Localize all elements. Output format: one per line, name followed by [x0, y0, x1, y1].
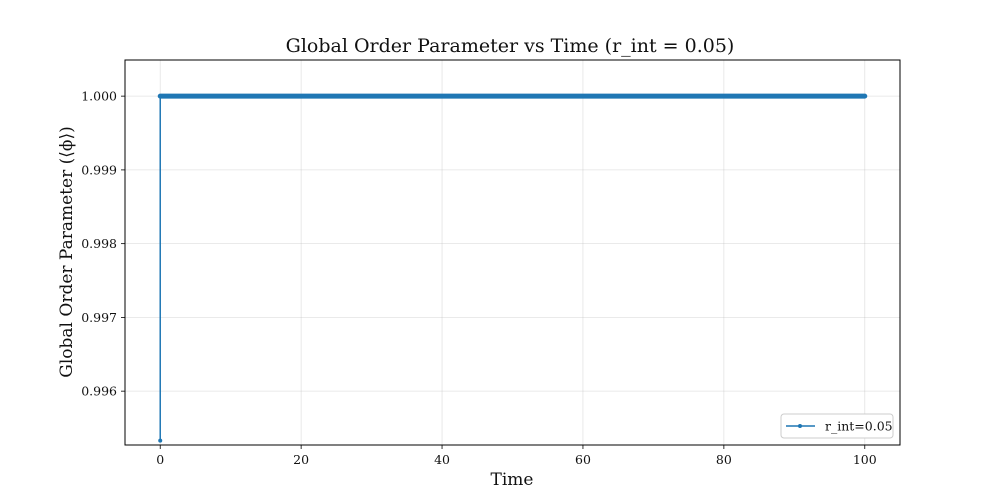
legend-marker [798, 424, 802, 428]
chart-title: Global Order Parameter vs Time (r_int = … [286, 35, 735, 57]
plot-area [124, 59, 901, 446]
x-axis-label: Time [491, 470, 534, 490]
series-line [159, 95, 865, 441]
grid [125, 60, 900, 445]
y-tick-label: 0.999 [81, 162, 117, 177]
legend-box [780, 413, 894, 439]
x-tick-label: 0 [156, 452, 164, 467]
y-tick-label: 0.998 [81, 236, 117, 251]
legend-label: r_int=0.05 [825, 419, 893, 434]
y-tick-label: 1.000 [81, 89, 117, 104]
legend: r_int=0.05 [780, 413, 894, 439]
y-tick-label: 0.996 [81, 384, 117, 399]
x-tick-label: 20 [293, 452, 309, 467]
x-tick-label: 80 [716, 452, 732, 467]
x-tick-label: 100 [853, 452, 877, 467]
x-tick-label: 40 [434, 452, 450, 467]
x-tick-label: 60 [575, 452, 591, 467]
y-axis: 0.996 0.997 0.998 0.999 1.000 [81, 89, 125, 399]
series-group [157, 93, 868, 443]
y-tick-label: 0.997 [81, 310, 117, 325]
y-axis-label: Global Order Parameter (⟨ϕ⟩) [57, 126, 77, 377]
x-axis: 0 20 40 60 80 100 [156, 445, 877, 467]
data-point-initial [158, 438, 163, 443]
